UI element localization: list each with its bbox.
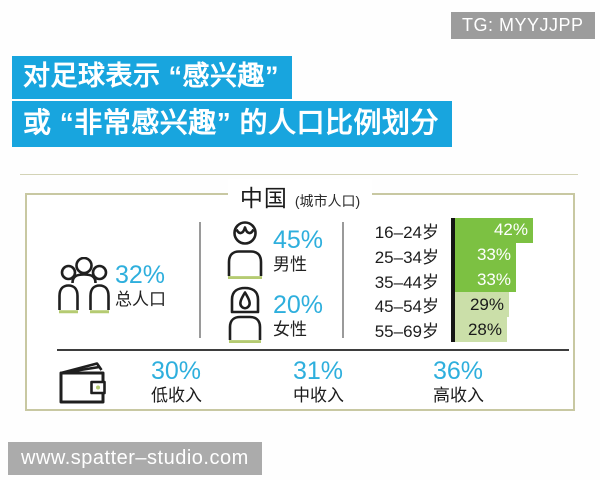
age-row: 45–54岁 29% bbox=[365, 292, 573, 318]
income-mid-value: 31% bbox=[293, 357, 344, 385]
age-row: 55–69岁 28% bbox=[365, 317, 573, 342]
age-row: 25–34岁 33% bbox=[365, 242, 573, 268]
section-hairline bbox=[20, 174, 578, 175]
age-row: 16–24岁 42% bbox=[365, 218, 573, 243]
panel-legend: 中国 (城市人口) bbox=[27, 179, 573, 213]
people-group-icon bbox=[57, 257, 111, 314]
age-row: 35–44岁 33% bbox=[365, 267, 573, 293]
income-high: 36% 高收入 bbox=[433, 358, 484, 405]
income-high-value: 36% bbox=[433, 357, 484, 385]
age-row-label: 35–44岁 bbox=[374, 272, 439, 292]
divider-horizontal bbox=[57, 349, 569, 351]
income-high-label: 高收入 bbox=[433, 386, 484, 406]
tg-watermark-badge: TG: MYYJJPP bbox=[451, 12, 595, 39]
panel-title: 中国 bbox=[239, 185, 288, 211]
female-stat: 20% 女性 bbox=[273, 292, 323, 339]
male-icon bbox=[226, 221, 264, 279]
divider-vertical-1 bbox=[199, 222, 201, 338]
income-low: 30% 低收入 bbox=[151, 358, 202, 405]
age-bar: 29% bbox=[455, 292, 509, 318]
male-stat: 45% 男性 bbox=[273, 227, 323, 274]
headline-line-2: 或 “非常感兴趣” 的人口比例划分 bbox=[12, 101, 453, 147]
age-bar-chart: 16–24岁 42% 25–34岁 33% 35–44岁 33% 45–54岁 … bbox=[365, 218, 573, 342]
age-row-label: 45–54岁 bbox=[374, 297, 439, 317]
china-stats-panel: 中国 (城市人口) 32% 总人口 bbox=[25, 179, 575, 411]
age-bar: 42% bbox=[455, 218, 533, 243]
panel-subtitle: (城市人口) bbox=[294, 193, 361, 209]
headline-line-1: 对足球表示 “感兴趣” bbox=[12, 56, 293, 99]
total-population-value: 32% bbox=[115, 261, 166, 289]
female-value: 20% bbox=[273, 291, 324, 319]
age-bar: 33% bbox=[455, 267, 516, 293]
age-bar: 28% bbox=[455, 317, 507, 342]
age-bar: 33% bbox=[455, 242, 516, 268]
male-value: 45% bbox=[273, 226, 324, 254]
divider-vertical-2 bbox=[342, 222, 344, 338]
income-mid-label: 中收入 bbox=[293, 386, 344, 406]
age-row-label: 25–34岁 bbox=[374, 247, 439, 267]
female-label: 女性 bbox=[273, 320, 307, 340]
wallet-icon bbox=[57, 361, 109, 405]
website-watermark: www.spatter–studio.com bbox=[8, 442, 262, 475]
income-low-label: 低收入 bbox=[151, 386, 202, 406]
male-label: 男性 bbox=[273, 255, 307, 275]
age-row-label: 55–69岁 bbox=[374, 322, 439, 342]
income-mid: 31% 中收入 bbox=[293, 358, 344, 405]
income-low-value: 30% bbox=[151, 357, 202, 385]
female-icon bbox=[226, 285, 264, 343]
total-population-label: 总人口 bbox=[115, 290, 166, 310]
age-row-label: 16–24岁 bbox=[374, 222, 439, 242]
age-chart-axis bbox=[451, 218, 455, 342]
total-population-stat: 32% 总人口 bbox=[115, 262, 166, 309]
